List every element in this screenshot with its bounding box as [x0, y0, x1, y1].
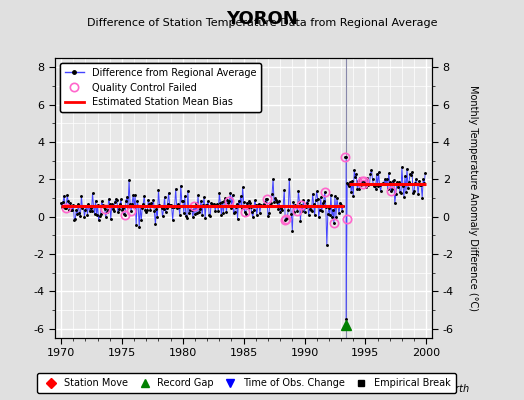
Text: YORON: YORON: [226, 10, 298, 28]
Legend: Station Move, Record Gap, Time of Obs. Change, Empirical Break: Station Move, Record Gap, Time of Obs. C…: [37, 374, 456, 393]
Text: Berkeley Earth: Berkeley Earth: [397, 384, 469, 394]
Y-axis label: Monthly Temperature Anomaly Difference (°C): Monthly Temperature Anomaly Difference (…: [468, 85, 478, 311]
Legend: Difference from Regional Average, Quality Control Failed, Estimated Station Mean: Difference from Regional Average, Qualit…: [60, 63, 261, 112]
Text: Difference of Station Temperature Data from Regional Average: Difference of Station Temperature Data f…: [87, 18, 437, 28]
